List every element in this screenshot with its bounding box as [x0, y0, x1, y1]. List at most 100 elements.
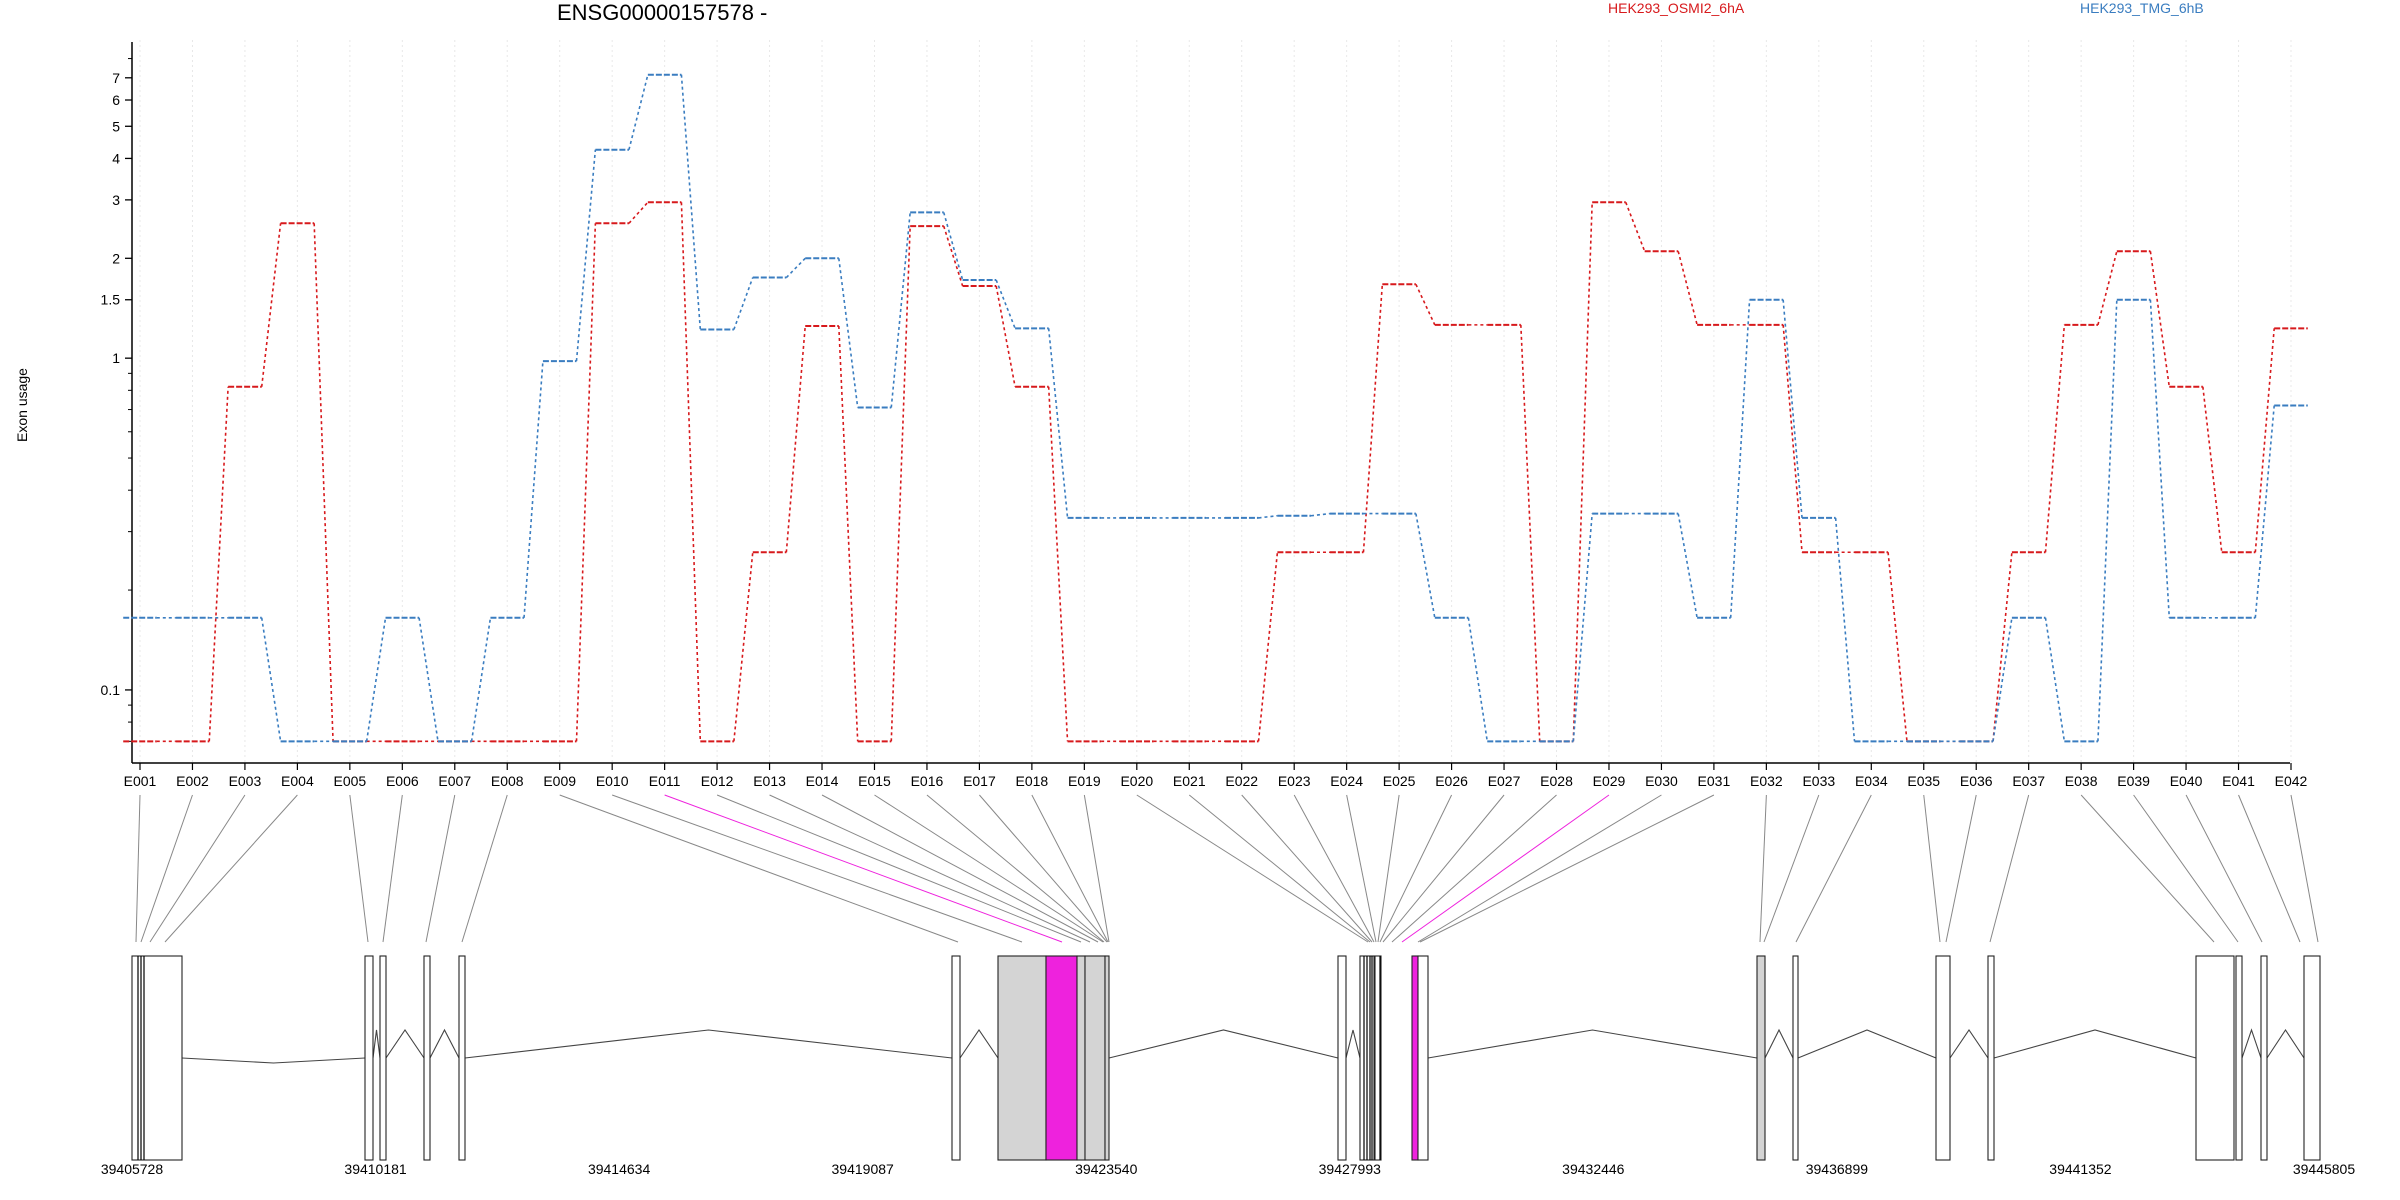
series-0-connector	[1677, 251, 1698, 326]
series-1-connector	[1782, 299, 1803, 518]
series-0-connector	[1520, 324, 1541, 742]
y-tick-label: 4	[112, 150, 120, 166]
x-tick-label-e027: E027	[1488, 773, 1521, 789]
x-tick-label-e025: E025	[1383, 773, 1416, 789]
x-tick-label-e030: E030	[1645, 773, 1678, 789]
connector-e031	[1419, 794, 1715, 943]
connector-e007	[425, 794, 456, 943]
series-0-connector	[890, 226, 911, 742]
series-1-connector	[1258, 514, 1278, 519]
x-tick-label-e026: E026	[1435, 773, 1468, 789]
connector-e039	[2133, 794, 2239, 943]
intron-0	[181, 1057, 366, 1064]
exon-block-15	[1417, 955, 1429, 1161]
x-tick-label-e039: E039	[2117, 773, 2150, 789]
connector-e015	[874, 794, 1104, 943]
connector-e035	[1923, 794, 1941, 943]
connector-e013	[769, 794, 1091, 943]
x-tick-label-e005: E005	[334, 773, 367, 789]
x-tick-label-e003: E003	[229, 773, 262, 789]
connector-e026	[1379, 794, 1453, 943]
intron-2	[385, 1029, 425, 1059]
x-tick-label-e028: E028	[1540, 773, 1573, 789]
connector-e004	[164, 794, 298, 943]
coordinate-label: 39410181	[344, 1161, 407, 1177]
series-1-connector	[1310, 512, 1330, 517]
exon-block-23	[2303, 955, 2321, 1161]
connector-e037	[1989, 794, 2030, 943]
connector-e024	[1346, 794, 1377, 943]
series-layer	[123, 73, 2308, 743]
connector-e003	[149, 794, 246, 943]
y-tick-label: 5	[112, 118, 120, 134]
connector-e011	[664, 794, 1063, 943]
intron-10	[1797, 1029, 1937, 1059]
gene-model-layer	[131, 955, 2321, 1161]
x-tick-label-e035: E035	[1907, 773, 1940, 789]
coordinate-label: 39414634	[588, 1161, 651, 1177]
connector-e022	[1241, 794, 1373, 943]
intron-6	[1108, 1029, 1339, 1059]
x-tick-label-e016: E016	[911, 773, 944, 789]
connector-e040	[2185, 794, 2263, 943]
legend-entry-series-b: HEK293_TMG_6hB	[2080, 0, 2204, 16]
y-tick-label: 2	[112, 250, 120, 266]
connector-e018	[1031, 794, 1109, 943]
series-1-connector	[260, 617, 282, 742]
x-tick-label-e029: E029	[1593, 773, 1626, 789]
series-0-connector	[313, 223, 334, 742]
y-tick-label: 6	[112, 92, 120, 108]
intron-9	[1764, 1028, 1794, 1059]
series-1-connector	[2149, 299, 2171, 618]
series-0-connector	[1362, 284, 1384, 553]
exon-block-20	[2195, 955, 2235, 1161]
series-0-connector	[1047, 386, 1069, 742]
series-1-connector	[2044, 617, 2066, 742]
x-tick-label-e012: E012	[701, 773, 734, 789]
y-tick-label: 7	[112, 70, 120, 86]
connector-e001	[135, 794, 141, 943]
coordinate-label: 39419087	[832, 1161, 895, 1177]
y-tick-label: 1.5	[101, 292, 121, 308]
series-0-connector	[2254, 328, 2276, 553]
coordinate-label: 39432446	[1562, 1161, 1625, 1177]
exon-block-8	[1076, 955, 1086, 1161]
x-tick-label-e021: E021	[1173, 773, 1206, 789]
exon-block-18	[1935, 955, 1951, 1161]
exon-block-0	[131, 955, 183, 1161]
intron-11	[1949, 1029, 1989, 1059]
connector-e025	[1377, 794, 1400, 943]
axes-layer: 0.1 1 1.5 2 3 4 5 6 7 E001 E002 E003 E004 E005 E006 E00…	[101, 42, 2308, 789]
exon-block-16	[1756, 955, 1766, 1161]
connector-e029	[1401, 794, 1610, 943]
series-0-connector	[2097, 251, 2118, 326]
connector-e019	[1083, 794, 1110, 943]
x-tick-label-e042: E042	[2275, 773, 2308, 789]
exon-block-2	[379, 955, 387, 1161]
x-tick-label-e004: E004	[281, 773, 314, 789]
series-0-connector	[680, 202, 702, 742]
series-1-connector	[1834, 517, 1856, 742]
series-1-connector	[1572, 513, 1593, 742]
x-tick-label-e022: E022	[1225, 773, 1258, 789]
x-tick-label-e033: E033	[1802, 773, 1835, 789]
series-1-connector	[733, 277, 754, 330]
series-1-connector	[680, 74, 702, 330]
coordinate-label: 39405728	[101, 1161, 164, 1177]
x-tick-label-e009: E009	[543, 773, 576, 789]
connector-e009	[559, 794, 959, 943]
x-tick-label-e023: E023	[1278, 773, 1311, 789]
x-tick-label-e032: E032	[1750, 773, 1783, 789]
connector-e023	[1293, 794, 1375, 943]
series-1-connector	[628, 74, 649, 150]
series-1-connector	[785, 257, 806, 279]
connector-e010	[612, 794, 1023, 943]
series-1-connector	[418, 617, 439, 742]
x-tick-label-e037: E037	[2012, 773, 2045, 789]
y-tick-label: 0.1	[101, 682, 121, 698]
series-1-connector	[942, 212, 964, 281]
connector-e021	[1188, 794, 1371, 943]
series-0-connector	[2044, 324, 2066, 553]
series-0-connector	[260, 223, 282, 387]
exon-block-19	[1987, 955, 1995, 1161]
